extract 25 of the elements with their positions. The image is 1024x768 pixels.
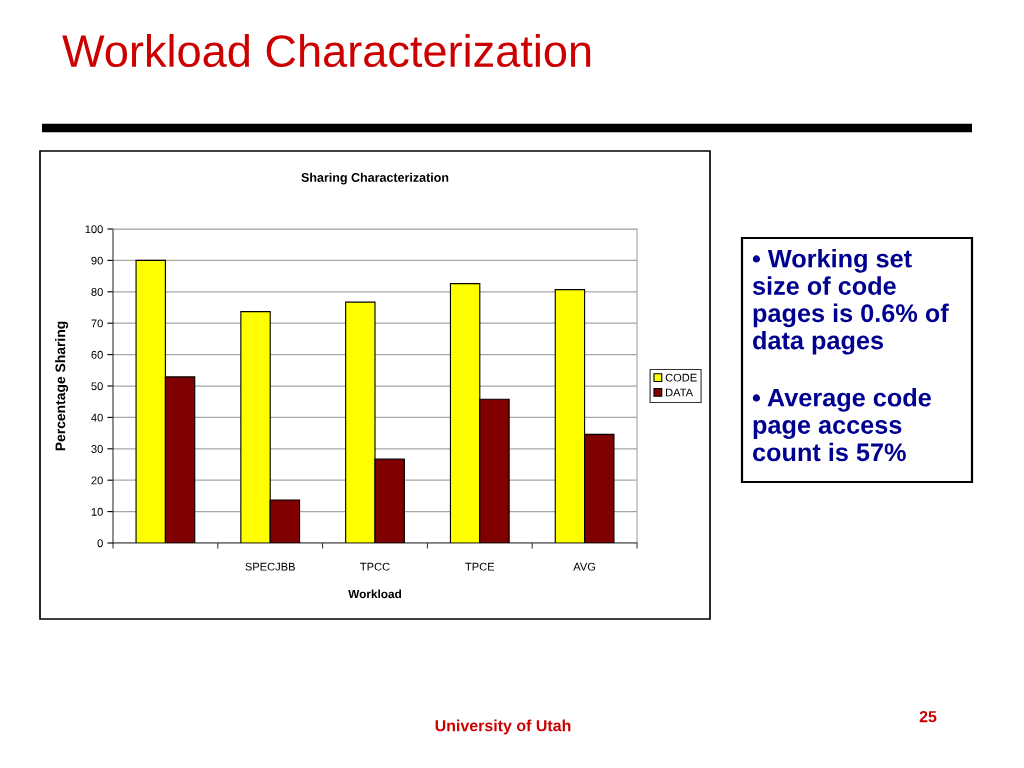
y-tick-label: 100	[85, 225, 103, 234]
x-tick-label: TPCE	[465, 562, 495, 571]
text: • Working set size of code pages is 0.6% of data pages	[752, 249, 949, 355]
y-tick-label: 0	[97, 539, 103, 548]
text: Workload Characterization	[62, 33, 591, 68]
x-axis-title: Workload	[348, 589, 402, 599]
y-tick-label: 90	[91, 256, 103, 265]
y-tick-label: 80	[91, 288, 103, 296]
x-tick-label: AVG	[573, 562, 596, 571]
y-axis-title: Percentage Sharing	[55, 321, 69, 451]
y-tick-label: 20	[91, 476, 103, 485]
y-tick-label: 70	[91, 319, 103, 328]
legend-label: CODE	[665, 373, 697, 382]
y-tick-label: 50	[91, 382, 103, 391]
x-tick-label: SPECJBB	[245, 562, 295, 571]
y-tick-label: 40	[91, 413, 103, 422]
y-tick-label: 30	[91, 445, 103, 453]
y-tick-label: 60	[91, 350, 103, 359]
text: University of Utah	[435, 719, 571, 735]
y-tick-label: 10	[91, 507, 103, 516]
x-tick-label: TPCC	[360, 562, 390, 571]
text: 25	[919, 710, 937, 723]
chart-title: Sharing Characterization	[301, 172, 449, 185]
legend-label: DATA	[666, 388, 694, 397]
text: • Average code page access count is 57%	[752, 388, 931, 462]
